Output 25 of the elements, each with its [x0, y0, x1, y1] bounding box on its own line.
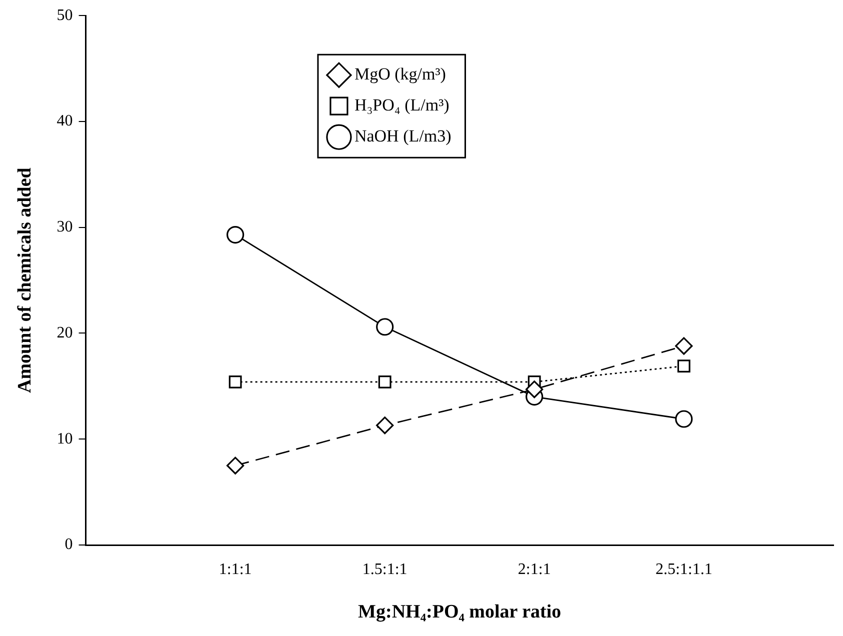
- x-tick-label: 2:1:1: [518, 560, 551, 578]
- y-tick-label: 10: [56, 430, 73, 448]
- legend-label: H₃PO₄ (L/m³): [354, 96, 450, 115]
- legend-label: NaOH (L/m3): [354, 126, 452, 146]
- y-tick-label: 30: [56, 218, 73, 236]
- point: [677, 360, 690, 373]
- y-axis-title: Amount of chemicals added: [14, 167, 36, 393]
- point: [675, 410, 693, 428]
- point: [675, 337, 693, 355]
- point: [228, 375, 242, 388]
- y-tick-label: 50: [56, 6, 73, 24]
- x-tick-label: 1.5:1:1: [362, 560, 408, 578]
- x-tick-label: 2.5:1:1.1: [655, 560, 712, 578]
- y-tick-label: 40: [56, 112, 73, 130]
- y-tick-label: 20: [56, 324, 73, 342]
- point: [226, 456, 244, 474]
- point: [376, 416, 394, 434]
- x-tick-label: 1:1:1: [218, 560, 252, 578]
- legend-label: MgO (kg/m³): [354, 64, 446, 84]
- y-tick-label: 0: [64, 536, 73, 554]
- point: [526, 380, 544, 398]
- point: [376, 318, 394, 336]
- point: [226, 226, 244, 244]
- x-axis-title: Mg:NH₄:PO₄ molar ratio: [358, 602, 562, 623]
- point: [378, 375, 392, 388]
